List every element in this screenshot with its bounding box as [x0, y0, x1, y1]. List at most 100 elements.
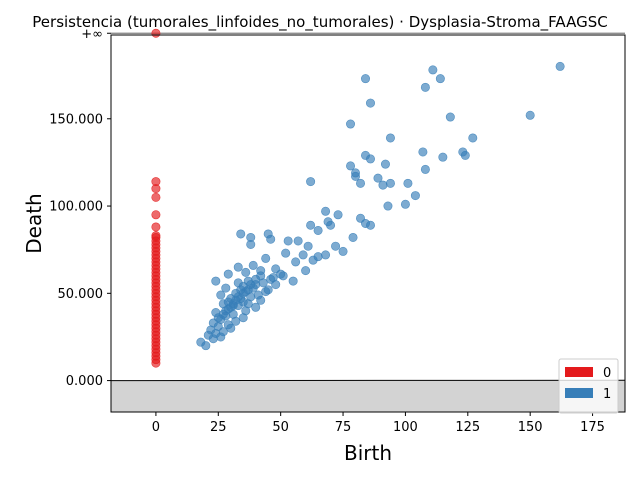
- point-series-1: [361, 74, 371, 84]
- point-series-1: [221, 283, 231, 293]
- point-series-1: [420, 164, 430, 174]
- legend-label-0: 0: [603, 366, 611, 381]
- point-series-1: [385, 133, 395, 143]
- point-series-1: [331, 241, 341, 251]
- point-series-1: [428, 65, 438, 75]
- y-tick-label: 100.000: [49, 200, 103, 215]
- plot-frame: [110, 34, 626, 413]
- x-tick-label: 25: [210, 420, 227, 435]
- point-series-1: [201, 341, 211, 351]
- point-series-1: [468, 133, 478, 143]
- below-diagonal-region: [111, 380, 625, 412]
- point-series-1: [241, 267, 251, 277]
- point-series-1: [306, 220, 316, 230]
- point-series-1: [248, 260, 258, 270]
- point-series-1: [216, 332, 226, 342]
- legend-items: 01: [565, 366, 611, 402]
- y-tick-label: +∞: [81, 27, 103, 42]
- point-series-1: [261, 253, 271, 263]
- point-series-1: [438, 152, 448, 162]
- point-series-0: [151, 184, 161, 194]
- point-series-1: [555, 61, 565, 71]
- point-series-1: [223, 269, 233, 279]
- point-series-1: [525, 110, 535, 120]
- point-series-1: [365, 220, 375, 230]
- point-series-0: [151, 358, 161, 368]
- y-tick-label: 50.000: [58, 287, 104, 302]
- point-series-1: [253, 290, 263, 300]
- point-series-1: [403, 178, 413, 188]
- point-series-1: [218, 309, 228, 319]
- legend-swatch-0: [565, 367, 593, 377]
- plot-area: [110, 28, 626, 412]
- point-series-1: [266, 234, 276, 244]
- point-series-1: [226, 323, 236, 333]
- point-series-1: [303, 241, 313, 251]
- point-series-1: [346, 119, 356, 129]
- y-axis-ticks: 0.000 50.000 100.000 150.000 +∞: [49, 27, 111, 389]
- point-series-1: [291, 257, 301, 267]
- point-series-1: [321, 206, 331, 216]
- point-series-1: [288, 276, 298, 286]
- legend-swatch-1: [565, 388, 593, 398]
- point-series-1: [228, 299, 238, 309]
- point-series-1: [356, 178, 366, 188]
- x-tick-label: 150: [518, 420, 543, 435]
- point-series-1: [460, 150, 470, 160]
- x-axis-label: Birth: [344, 441, 392, 465]
- legend-label-1: 1: [603, 387, 611, 402]
- point-series-1: [301, 266, 311, 276]
- point-series-1: [348, 232, 358, 242]
- point-series-1: [246, 239, 256, 249]
- x-tick-label: 50: [272, 420, 289, 435]
- y-tick-label: 150.000: [49, 112, 103, 127]
- point-series-1: [333, 210, 343, 220]
- legend: 01: [558, 358, 619, 414]
- point-series-1: [445, 112, 455, 122]
- point-series-1: [293, 236, 303, 246]
- point-series-1: [321, 250, 331, 260]
- point-series-1: [435, 74, 445, 84]
- point-series-0: [151, 192, 161, 202]
- point-series-1: [373, 173, 383, 183]
- point-series-1: [276, 269, 286, 279]
- x-tick-label: 125: [455, 420, 480, 435]
- point-series-1: [385, 178, 395, 188]
- point-series-1: [418, 147, 428, 157]
- point-series-0: [151, 210, 161, 220]
- point-series-1: [313, 225, 323, 235]
- point-series-1: [351, 171, 361, 181]
- chart-title: Persistencia (tumorales_linfoides_no_tum…: [32, 13, 607, 32]
- point-series-1: [410, 191, 420, 201]
- point-series-1: [365, 98, 375, 108]
- x-tick-label: 175: [580, 420, 605, 435]
- point-series-1: [326, 220, 336, 230]
- point-series-1: [216, 290, 226, 300]
- point-series-1: [231, 316, 241, 326]
- point-series-1: [400, 199, 410, 209]
- point-series-1: [243, 299, 253, 309]
- y-tick-label: 0.000: [66, 374, 103, 389]
- x-axis-ticks: 0 25 50 75 100 125 150 175: [152, 412, 605, 435]
- x-tick-label: 0: [152, 420, 160, 435]
- x-tick-label: 100: [393, 420, 418, 435]
- point-series-1: [211, 276, 221, 286]
- point-series-1: [236, 229, 246, 239]
- point-series-1: [233, 262, 243, 272]
- point-series-1: [380, 159, 390, 169]
- point-series-1: [383, 201, 393, 211]
- point-series-1: [346, 161, 356, 171]
- point-series-1: [308, 255, 318, 265]
- point-series-1: [306, 177, 316, 187]
- point-series-0: [151, 222, 161, 232]
- point-series-1: [365, 154, 375, 164]
- point-series-1: [251, 302, 261, 312]
- point-series-1: [298, 250, 308, 260]
- x-tick-label: 75: [335, 420, 352, 435]
- point-series-1: [420, 82, 430, 92]
- point-series-1: [256, 271, 266, 281]
- point-series-1: [238, 313, 248, 323]
- point-series-0: [151, 28, 161, 38]
- point-series-1: [268, 273, 278, 283]
